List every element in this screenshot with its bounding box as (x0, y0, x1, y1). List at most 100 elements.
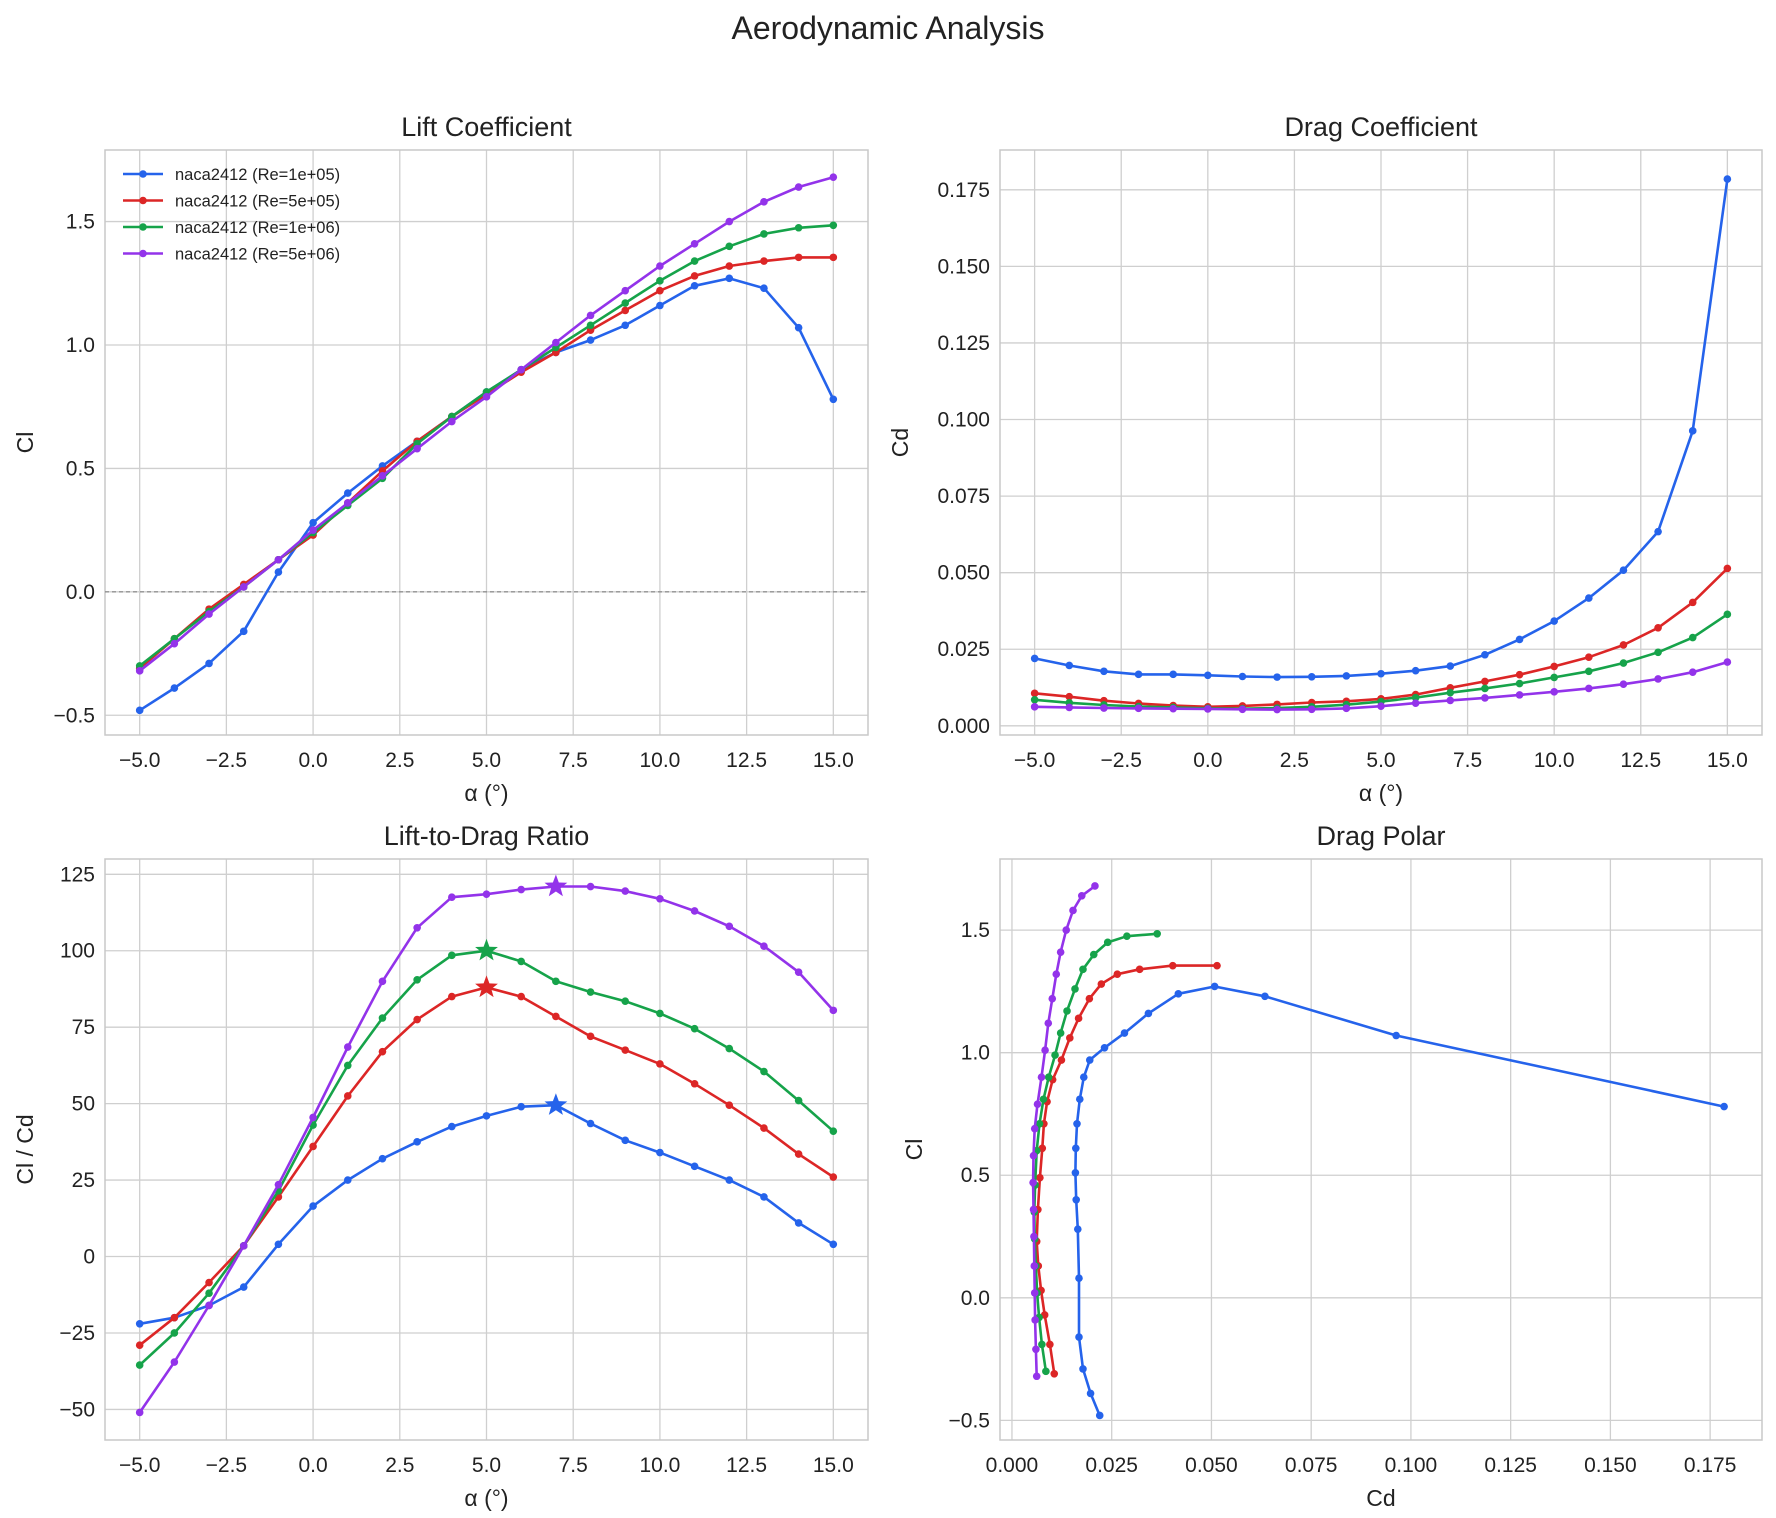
polar-series-re5e5-point (1046, 1340, 1054, 1349)
ld-series-re1e6-point (552, 977, 560, 986)
drag-series-re1e6-point (1515, 679, 1524, 688)
polar-series-re1e5-point (1075, 1095, 1084, 1104)
x-tick-label: −5.0 (1014, 749, 1055, 772)
ld-series-re1e5-point (309, 1202, 317, 1210)
ld-series-re5e5-point (448, 992, 456, 1001)
ld-series-re5e5-point (586, 1032, 595, 1041)
ld-series-re5e6-point (794, 968, 803, 976)
polar-series-re1e6-point (1044, 1073, 1053, 1081)
drag-series-re5e5-point (1481, 677, 1489, 686)
x-axis-label: α (°) (464, 780, 508, 806)
lift-series-re5e6-point (170, 639, 179, 648)
ld-series-re5e6-point (170, 1358, 179, 1366)
polar-series-re5e6-point (1091, 882, 1099, 890)
drag-series-re5e6-point (1446, 696, 1455, 705)
x-axis-label: α (°) (464, 1485, 508, 1511)
lift-series-re1e6-point (690, 257, 699, 265)
polar-series-re5e6-point (1056, 948, 1065, 956)
drag-series-re5e6-point (1100, 704, 1108, 712)
polar-series-re1e5-point (1144, 1009, 1153, 1018)
drag-series-re5e6-point (1723, 658, 1732, 666)
polar-series-re1e5-point (1100, 1043, 1109, 1052)
x-tick-label: 0.175 (1684, 1454, 1737, 1477)
polar-series-re1e6-point (1063, 1007, 1071, 1015)
ld-series-re1e5-point (343, 1176, 352, 1184)
ld-series-re5e5-point (552, 1012, 560, 1021)
ld-series-re1e6-point (343, 1061, 352, 1070)
drag-series-re1e5-point (1238, 672, 1247, 681)
x-tick-label: −2.5 (206, 1454, 247, 1477)
x-tick-label: 12.5 (726, 1454, 767, 1477)
drag-coefficient-panel: −5.0 −2.5 0.0 2.5 5.0 7.5 10.0 12.5 15.0 0.000 0.0… (887, 112, 1763, 806)
y-tick-label: 0.050 (937, 562, 990, 585)
lift-series-re1e5-point (621, 321, 630, 330)
polar-series-re1e6-point (1035, 1119, 1044, 1128)
lift-series-re1e6-point (586, 321, 595, 330)
y-tick-label: 100 (60, 940, 95, 963)
x-tick-label: 15.0 (1707, 749, 1748, 772)
y-tick-label: 0 (83, 1246, 95, 1269)
y-tick-label: 0.025 (937, 638, 990, 661)
x-tick-label: 10.0 (639, 749, 680, 772)
drag-series-re1e5-point (1619, 566, 1628, 575)
chart-title: Lift-to-Drag Ratio (384, 821, 590, 851)
x-tick-label: 15.0 (813, 749, 854, 772)
ld-series-re1e6-point (829, 1127, 838, 1135)
ld-series-re1e6-point (170, 1329, 179, 1337)
lift-series-re5e6-point (239, 583, 248, 591)
drag-series-re5e6-point (1307, 705, 1316, 714)
drag-series-re5e5-point (1515, 670, 1524, 679)
ld-series-re1e5-point (690, 1162, 699, 1171)
drag-series-re1e5-point (1134, 670, 1143, 679)
y-tick-label: 0.000 (937, 715, 990, 738)
y-tick-label: 0.0 (66, 581, 95, 604)
lift-series-re5e6-point (205, 610, 213, 618)
lift-series-re5e6-point (690, 239, 699, 248)
polar-series-re5e5-point (1213, 961, 1221, 970)
x-tick-label: 5.0 (1366, 749, 1395, 772)
polar-series-re1e5-point (1072, 1144, 1080, 1153)
legend-entry: naca2412 (Re=1e+05) (175, 166, 340, 184)
polar-series-re1e5-point (1079, 1073, 1088, 1081)
ld-series-re5e6-point (656, 894, 664, 903)
polar-series-re5e6-point (1032, 1345, 1040, 1354)
polar-series-re1e6-point (1089, 950, 1098, 959)
drag-series-re5e6-point (1550, 688, 1558, 696)
polar-series-re5e6-point (1062, 926, 1071, 934)
drag-series-re5e6-point (1585, 684, 1593, 693)
drag-series-re1e5-point (1065, 661, 1074, 670)
polar-series-re1e5-line (1074, 985, 1725, 1416)
polar-series-re5e6-point (1041, 1046, 1049, 1055)
x-tick-label: 15.0 (813, 1454, 854, 1477)
ld-series-re5e6-point (274, 1180, 283, 1189)
ld-series-re1e5-point (621, 1136, 630, 1145)
polar-series-re5e6-point (1030, 1262, 1039, 1270)
ld-series-re1e5-point (725, 1176, 734, 1184)
legend-marker (139, 249, 147, 258)
x-tick-label: 0.125 (1484, 1454, 1537, 1477)
plot-frame (104, 858, 869, 1441)
drag-series-re5e6-point (1134, 704, 1143, 713)
y-tick-label: 0.075 (937, 485, 990, 508)
max-ld-star-marker (544, 1093, 568, 1115)
y-tick-label: −0.5 (54, 704, 95, 727)
ld-series-re1e6-point (621, 997, 630, 1005)
drag-series-re5e6-point (1273, 705, 1281, 714)
polar-series-re5e6-point (1037, 1073, 1046, 1081)
lift-series-re5e6-point (309, 526, 317, 534)
lift-series-re1e5-point (829, 395, 838, 404)
polar-series-re1e6-point (1038, 1340, 1046, 1349)
x-tick-label: −2.5 (1100, 749, 1141, 772)
polar-series-re1e5-point (1075, 1333, 1083, 1341)
y-tick-label: −25 (59, 1322, 95, 1345)
lift-series-re5e6-point (586, 311, 595, 320)
lift-series-re5e6-point (760, 198, 768, 206)
ld-series-re5e6-point (309, 1113, 317, 1122)
lift-series-re1e5-point (586, 336, 595, 344)
legend-entry: naca2412 (Re=5e+06) (175, 246, 340, 264)
lift-series-re1e5-point (343, 489, 352, 497)
x-tick-label: 0.0 (1193, 749, 1222, 772)
polar-series-re5e5-point (1097, 980, 1106, 988)
lift-series-re5e6-point (829, 173, 838, 181)
drag-series-re1e5-point (1654, 527, 1662, 536)
